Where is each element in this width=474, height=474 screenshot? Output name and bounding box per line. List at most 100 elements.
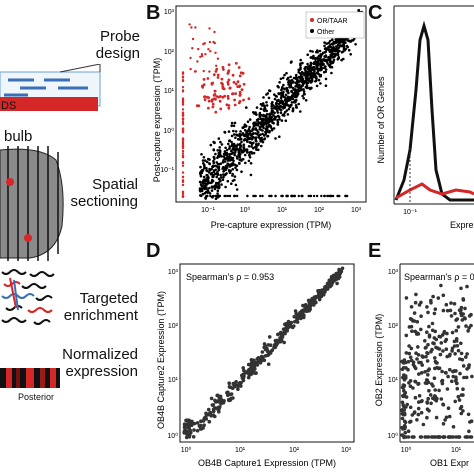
data-point-or-taar [190, 26, 193, 29]
data-point [188, 419, 193, 424]
data-point [262, 342, 267, 346]
data-point-other [257, 148, 260, 152]
data-point [442, 331, 446, 335]
data-point-or-taar [242, 82, 246, 86]
data-point-or-taar [217, 95, 221, 99]
data-point-other [248, 151, 252, 154]
data-point-other [241, 132, 245, 135]
data-point-other [206, 175, 210, 179]
data-point-other [245, 106, 248, 109]
panel-letter-c: C [368, 2, 383, 24]
data-point-or-taar [234, 61, 238, 65]
data-point [268, 343, 273, 347]
panel-c-xlabel: Expre [450, 220, 474, 230]
data-point-other [234, 183, 238, 187]
data-point-or-taar [216, 76, 220, 79]
data-point-other [279, 111, 283, 115]
data-point [452, 302, 457, 306]
data-point [465, 352, 469, 356]
targeted-enrichment-line1: Targeted [79, 290, 138, 307]
data-point-other [290, 78, 294, 82]
panel-letter-b: B [146, 2, 161, 24]
panel-d-ytick: 10³ [168, 269, 179, 276]
data-point-other [297, 84, 301, 87]
data-point-other [250, 152, 254, 155]
data-point-other [201, 159, 205, 162]
data-point [400, 400, 405, 405]
data-point-other [336, 58, 340, 61]
data-point-other [294, 73, 298, 77]
data-point-other [253, 124, 256, 128]
data-point-other [265, 113, 269, 116]
data-point [439, 397, 444, 401]
data-point-or-taar [206, 77, 210, 80]
data-point-other [309, 49, 312, 53]
data-point [285, 328, 289, 333]
data-point [457, 435, 461, 439]
data-point [402, 434, 406, 439]
data-point-other [301, 61, 304, 65]
data-point-other [248, 153, 251, 157]
data-point [308, 303, 312, 308]
data-point [424, 378, 429, 382]
data-point-other [235, 188, 239, 191]
data-point-other [267, 96, 271, 100]
data-point [407, 381, 411, 385]
data-point-other [297, 68, 300, 72]
panel-d-plot: OB4B Capture2 Expression (TPM) Spearman'… [156, 263, 355, 468]
data-point-or-taar [215, 64, 218, 68]
spatial-sectioning-line1: Spatial [92, 176, 138, 193]
data-point [425, 330, 429, 334]
normalized-expression-label: Normalized expression [50, 346, 138, 380]
data-point-other [274, 94, 278, 98]
data-point-other [317, 78, 321, 82]
data-point [431, 384, 435, 388]
data-point-or-taar [181, 192, 185, 196]
data-point-or-taar [213, 93, 217, 96]
data-point-other [225, 153, 228, 156]
data-point-other [338, 42, 341, 45]
data-point-or-taar [221, 65, 225, 69]
data-point-other [230, 121, 234, 125]
data-point [335, 281, 339, 286]
data-point-other [231, 174, 234, 177]
data-point-or-taar [234, 92, 237, 95]
data-point-other [290, 89, 293, 93]
data-point-other [316, 60, 320, 63]
data-point-other [331, 38, 334, 41]
data-point-other [208, 186, 211, 190]
data-point-other [236, 157, 239, 160]
data-point-or-taar [203, 95, 206, 99]
data-point-other [332, 46, 335, 50]
data-point-other [268, 129, 271, 133]
data-point-other [225, 148, 229, 152]
data-point [439, 341, 444, 345]
data-point [426, 373, 430, 377]
data-point-other [214, 164, 217, 168]
data-point [454, 328, 459, 333]
data-point [400, 416, 405, 421]
data-point-or-taar [209, 50, 212, 53]
panel-letter-e: E [368, 240, 382, 262]
data-point [301, 303, 305, 308]
data-point-other [211, 165, 214, 169]
data-point [300, 312, 305, 317]
data-point-other [209, 181, 213, 185]
data-point-or-taar [221, 85, 225, 88]
data-point-other [285, 89, 289, 93]
data-point-or-taar [237, 101, 241, 105]
data-point-other [280, 99, 284, 103]
data-point [412, 410, 417, 414]
data-point [324, 287, 329, 291]
data-point-or-taar [239, 71, 243, 75]
data-point-or-taar [215, 95, 219, 98]
data-point-other [222, 155, 226, 158]
data-point [226, 397, 231, 402]
data-point-other [323, 41, 326, 44]
data-point-or-taar [181, 195, 185, 198]
panel-e-ytick: 10³ [388, 269, 399, 276]
data-point-other [310, 62, 313, 65]
data-point [272, 345, 276, 350]
data-point [404, 296, 409, 300]
data-point-other [322, 51, 325, 55]
